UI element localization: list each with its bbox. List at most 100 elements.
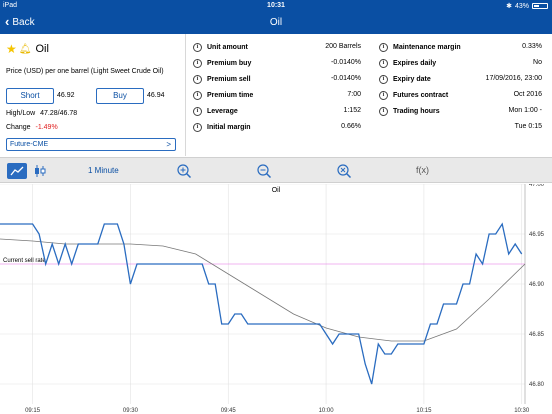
info-value: 200 Barrels <box>325 43 361 50</box>
info-label: Leverage <box>207 107 238 115</box>
y-tick-label: 46.80 <box>529 382 545 388</box>
high-low-label: High/Low <box>6 110 36 117</box>
favorite-star-icon[interactable]: ★ <box>6 42 17 56</box>
sell-rate-label: Current sell rate <box>3 258 46 264</box>
info-icon[interactable]: i <box>193 42 202 52</box>
zoom-out-icon <box>257 164 272 179</box>
x-axis: 09:15 09:30 09:45 10:00 10:15 10:30 <box>25 408 530 414</box>
indicators-button[interactable]: f(x) <box>416 165 429 175</box>
price-series <box>0 222 523 385</box>
info-row: i Futures contract <box>379 89 448 101</box>
interval-selector[interactable]: 1 Minute <box>88 166 119 175</box>
zoom-out-button[interactable] <box>256 163 272 179</box>
info-value: Oct 2016 <box>513 91 542 98</box>
info-value: Tue 0:15 <box>514 123 542 130</box>
info-icon[interactable]: i <box>193 74 202 84</box>
instrument-name: Oil <box>35 43 49 55</box>
change-value: -1.49% <box>35 124 58 131</box>
info-label: Expiry date <box>393 75 431 83</box>
info-row: i Leverage <box>193 105 238 117</box>
info-icon[interactable]: i <box>193 58 202 68</box>
battery-icon <box>532 3 548 9</box>
info-icon[interactable]: i <box>193 106 202 116</box>
info-label: Futures contract <box>393 91 449 99</box>
buy-button[interactable]: Buy <box>96 88 144 104</box>
chart-grid <box>0 184 526 404</box>
moving-average-series <box>0 238 526 342</box>
short-button[interactable]: Short <box>6 88 54 104</box>
info-row: i Expiry date <box>379 73 431 85</box>
battery-fill <box>534 5 540 7</box>
back-label: Back <box>12 16 35 28</box>
price-chart[interactable]: Current sell rate Oil 47.00 46.95 46.90 46.… <box>0 184 552 414</box>
x-tick-label: 10:15 <box>416 408 432 414</box>
x-tick-label: 10:00 <box>319 408 335 414</box>
change: Change -1.49% <box>6 124 58 131</box>
line-chart-icon <box>10 166 24 176</box>
instrument-panel: ★ 🔔︎ Oil Price (USD) per one barrel (Lig… <box>0 34 186 156</box>
y-tick-label: 46.95 <box>529 232 545 238</box>
chart-toolbar: 1 Minute f(x) <box>0 157 552 183</box>
candlestick-button[interactable] <box>31 163 49 179</box>
y-tick-label: 46.85 <box>529 332 545 338</box>
y-tick-label: 47.00 <box>529 184 545 188</box>
x-tick-label: 10:30 <box>514 408 530 414</box>
x-tick-label: 09:30 <box>123 408 139 414</box>
info-value: Mon 1:00 - <box>508 107 542 114</box>
x-tick-label: 09:45 <box>221 408 237 414</box>
info-icon[interactable]: i <box>193 90 202 100</box>
info-icon[interactable]: i <box>379 74 388 84</box>
info-icon[interactable]: i <box>379 90 388 100</box>
high-low: High/Low 47.28/46.78 <box>6 110 77 117</box>
zoom-reset-icon <box>337 164 352 179</box>
info-value: No <box>533 59 542 66</box>
zoom-in-button[interactable] <box>176 163 192 179</box>
instrument-header: ★ 🔔︎ Oil <box>6 42 49 56</box>
x-tick-label: 09:15 <box>25 408 41 414</box>
info-icon[interactable]: i <box>379 42 388 52</box>
info-label: Unit amount <box>207 43 248 51</box>
info-label: Trading hours <box>393 107 440 115</box>
info-column-left: i Unit amount 200 Barrels i Premium buy -0… <box>193 34 361 156</box>
info-value: 0.66% <box>341 123 361 130</box>
buy-price: 46.94 <box>147 92 165 99</box>
battery-percent: 43% <box>514 2 529 10</box>
y-tick-label: 46.90 <box>529 282 545 288</box>
page-title: Oil <box>269 17 283 28</box>
back-button[interactable]: ‹ Back <box>5 15 35 28</box>
info-label: Expires daily <box>393 59 437 67</box>
contract-selector[interactable]: Future-CME > <box>6 138 176 151</box>
info-row: i Unit amount <box>193 41 248 53</box>
info-label: Premium sell <box>207 75 251 83</box>
info-row: i Premium buy <box>193 57 251 69</box>
info-value: -0.0140% <box>331 75 361 82</box>
contract-label: Future-CME <box>10 141 49 148</box>
info-row: i Premium sell <box>193 73 251 85</box>
info-icon[interactable]: i <box>379 58 388 68</box>
info-row: i Initial margin <box>193 121 251 133</box>
info-row: i Premium time <box>193 89 253 101</box>
nav-bar: ‹ Back Oil <box>0 12 552 34</box>
line-chart-button[interactable] <box>7 163 27 179</box>
y-axis: 47.00 46.95 46.90 46.85 46.80 <box>529 184 545 388</box>
info-label: Premium buy <box>207 59 252 67</box>
alert-bell-icon[interactable]: 🔔︎ <box>18 43 32 55</box>
carrier-label: iPad <box>3 2 18 9</box>
chevron-right-icon: > <box>166 140 171 149</box>
clock: 10:31 <box>267 2 285 9</box>
chart-title: Oil <box>272 187 281 194</box>
info-label: Maintenance margin <box>393 43 461 51</box>
status-right: ✱ 43% <box>506 2 548 10</box>
zoom-in-icon <box>177 164 192 179</box>
info-icon[interactable]: i <box>193 122 202 132</box>
bluetooth-icon: ✱ <box>506 3 512 10</box>
info-icon[interactable]: i <box>379 106 388 116</box>
info-value: 17/09/2016, 23:00 <box>485 75 542 82</box>
info-value: 0.33% <box>522 43 542 50</box>
change-label: Change <box>6 124 31 131</box>
high-low-value: 47.28/46.78 <box>40 110 78 117</box>
info-label: Premium time <box>207 91 254 99</box>
status-bar: iPad 10:31 ✱ 43% <box>0 0 552 12</box>
info-column-right: i Maintenance margin 0.33% i Expires daily… <box>379 34 542 156</box>
zoom-reset-button[interactable] <box>336 163 352 179</box>
